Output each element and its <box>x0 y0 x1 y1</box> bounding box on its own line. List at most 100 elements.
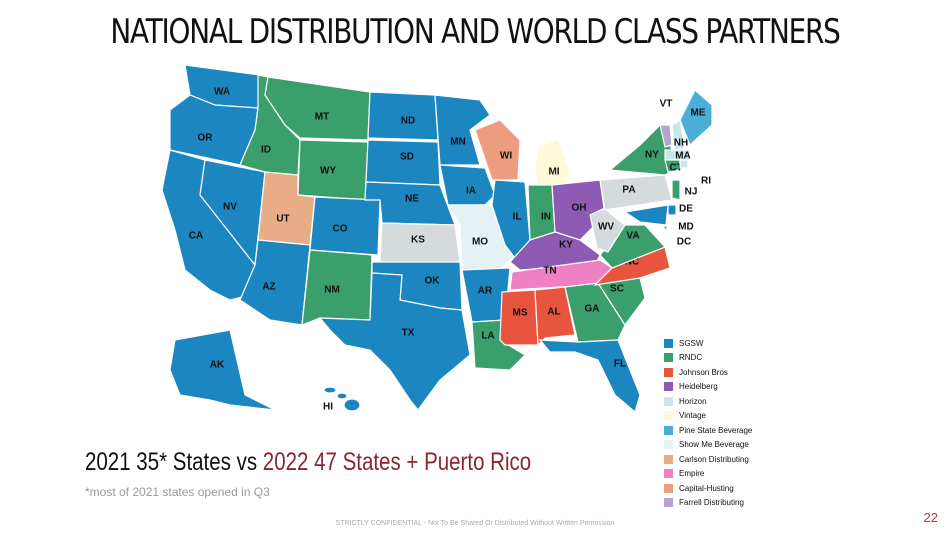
legend-swatch <box>664 425 673 435</box>
state-label: IA <box>466 186 476 197</box>
state-label: DE <box>679 204 693 215</box>
state-label: NC <box>625 257 639 268</box>
legend-item: Horizon <box>664 394 752 409</box>
state-shape <box>169 329 276 411</box>
state-shape <box>309 196 381 256</box>
state-shape <box>679 159 689 169</box>
state-label: TX <box>402 328 415 339</box>
state-label: NM <box>324 285 340 296</box>
legend-label: Empire <box>679 469 705 479</box>
state-label: AL <box>547 307 560 318</box>
state-shape <box>318 272 471 411</box>
state-shape <box>671 179 681 201</box>
legend-item: Capital-Husting <box>664 481 752 496</box>
state-shape <box>323 386 337 394</box>
headline-highlight: 2022 47 States + Puerto Rico <box>262 448 532 476</box>
state-shape <box>534 286 576 347</box>
state-label: IN <box>541 212 551 223</box>
state-shape <box>538 339 641 414</box>
state-label: MI <box>548 167 559 178</box>
state-label: WV <box>598 222 614 233</box>
legend-label: Horizon <box>679 396 707 406</box>
state-shape <box>667 204 677 216</box>
state-label: WY <box>320 166 336 177</box>
state-shape <box>343 398 361 412</box>
state-label: RI <box>701 176 711 187</box>
state-shape <box>679 89 713 147</box>
legend-item: Farrell Distributing <box>664 496 752 511</box>
state-label: OH <box>572 203 587 214</box>
state-label: CO <box>333 224 348 235</box>
state-label: NY <box>645 150 659 161</box>
legend-item: SGSW <box>664 336 752 351</box>
state-label: WA <box>214 87 230 98</box>
legend-item: Carlson Distributing <box>664 452 752 467</box>
state-label: CA <box>189 231 203 242</box>
state-shape <box>593 246 671 286</box>
state-label: VA <box>626 231 639 242</box>
footer: STRICTLY CONFIDENTIAL - Not To Be Shared… <box>335 520 615 527</box>
legend-label: Pine State Beverage <box>679 425 753 435</box>
legend-swatch <box>664 454 673 464</box>
state-shape <box>239 239 311 326</box>
legend-swatch <box>664 338 673 348</box>
state-label: ME <box>691 108 706 119</box>
state-label: VT <box>660 99 673 110</box>
state-label: MS <box>513 308 528 319</box>
legend-item: Vintage <box>664 409 752 424</box>
state-label: GA <box>585 304 600 315</box>
state-shape <box>474 119 521 181</box>
legend-item: RNDC <box>664 351 752 366</box>
state-shape <box>599 174 673 211</box>
footnote: *most of 2021 states opened in Q3 <box>85 485 270 499</box>
legend-label: Capital-Husting <box>679 483 734 493</box>
legend-item: Heidelberg <box>664 380 752 395</box>
legend-item: Pine State Beverage <box>664 423 752 438</box>
state-label: NH <box>674 138 688 149</box>
state-label: ID <box>261 145 271 156</box>
state-shape <box>439 164 496 206</box>
state-label: TN <box>543 266 556 277</box>
legend-item: Empire <box>664 467 752 482</box>
state-label: MO <box>472 237 488 248</box>
state-shape <box>336 392 348 400</box>
legend-swatch <box>664 396 673 406</box>
state-label: PA <box>622 185 635 196</box>
legend-swatch <box>664 498 673 508</box>
state-label: KY <box>559 240 573 251</box>
state-label: LA <box>481 331 494 342</box>
page-number: 22 <box>923 510 938 525</box>
state-label: NE <box>405 194 419 205</box>
state-label: OK <box>425 276 441 287</box>
state-label: UT <box>276 214 289 225</box>
state-label: MD <box>678 222 694 233</box>
state-label: WI <box>500 151 512 162</box>
legend-swatch <box>664 483 673 493</box>
title: NATIONAL DISTRIBUTION AND WORLD CLASS PA… <box>110 12 840 52</box>
state-shape <box>659 124 673 148</box>
state-label: KS <box>411 235 425 246</box>
state-label: ND <box>401 116 415 127</box>
state-shape <box>564 282 626 343</box>
legend-item: Johnson Bros <box>664 365 752 380</box>
state-label: FL <box>614 359 626 370</box>
state-label: MT <box>315 112 329 123</box>
legend-swatch <box>664 411 673 421</box>
legend-swatch <box>664 367 673 377</box>
state-label: DC <box>677 237 691 248</box>
state-label: NV <box>223 202 237 213</box>
legend-swatch <box>664 382 673 392</box>
legend-label: Show Me Beverage <box>679 440 749 450</box>
state-label: OR <box>198 133 214 144</box>
legend-item: Show Me Beverage <box>664 438 752 453</box>
legend-label: SGSW <box>679 338 704 348</box>
legend-label: Carlson Distributing <box>679 454 749 464</box>
legend-label: Johnson Bros <box>679 367 728 377</box>
state-label: MA <box>675 151 691 162</box>
state-shape <box>664 159 681 173</box>
legend-swatch <box>664 440 673 450</box>
state-label: AK <box>210 360 225 371</box>
state-label: MN <box>450 137 466 148</box>
state-label: IL <box>513 212 522 223</box>
